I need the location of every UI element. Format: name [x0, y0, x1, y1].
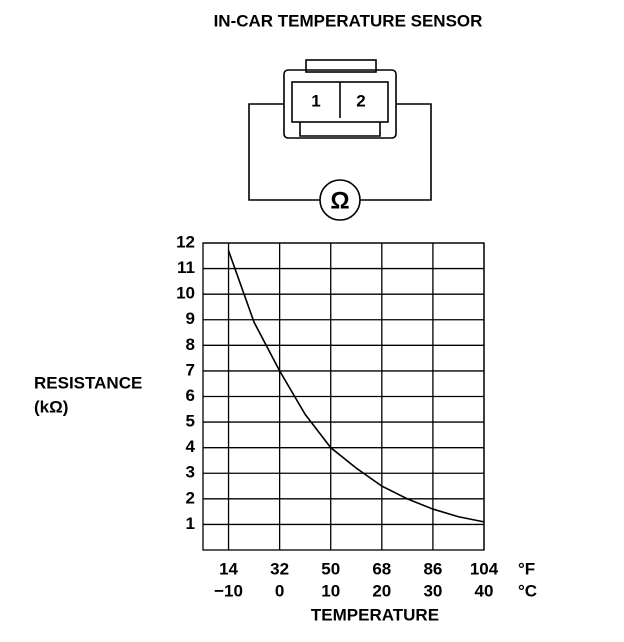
x2-tick-label: 86	[423, 559, 442, 578]
x2-tick-label: 14	[219, 559, 238, 578]
x-unit: °C	[518, 581, 537, 600]
pin-label: 2	[356, 91, 365, 110]
resistance-curve	[227, 250, 485, 523]
x-tick-label: 20	[372, 581, 391, 600]
circuit-diagram	[248, 59, 432, 221]
pin-label: 1	[311, 91, 320, 110]
y-tick-label: 10	[176, 284, 195, 303]
x2-tick-label: 50	[321, 559, 340, 578]
y-tick-label: 8	[186, 335, 195, 354]
x-tick-label: 10	[321, 581, 340, 600]
x-tick-label: 30	[423, 581, 442, 600]
y-tick-label: 2	[186, 488, 195, 507]
meter-symbol: Ω	[330, 187, 349, 214]
chart-title: IN-CAR TEMPERATURE SENSOR	[214, 11, 483, 30]
y-axis-unit: (kΩ)	[34, 397, 68, 416]
y-tick-label: 9	[186, 309, 195, 328]
x2-tick-label: 32	[270, 559, 289, 578]
y-tick-label: 1	[186, 514, 195, 533]
x-axis-label: TEMPERATURE	[311, 605, 439, 624]
y-axis-label: RESISTANCE	[34, 373, 142, 392]
x2-tick-label: 104	[470, 559, 499, 578]
y-tick-label: 5	[186, 412, 195, 431]
x-tick-label: 0	[275, 581, 284, 600]
x-tick-label: 40	[475, 581, 494, 600]
y-tick-label: 6	[186, 386, 195, 405]
x2-tick-label: 68	[372, 559, 391, 578]
y-tick-label: 4	[186, 437, 196, 456]
y-tick-label: 12	[176, 232, 195, 251]
x-tick-label: −10	[214, 581, 243, 600]
y-tick-label: 3	[186, 463, 195, 482]
y-tick-label: 7	[186, 360, 195, 379]
x2-unit: °F	[518, 559, 535, 578]
y-tick-label: 11	[177, 258, 195, 277]
